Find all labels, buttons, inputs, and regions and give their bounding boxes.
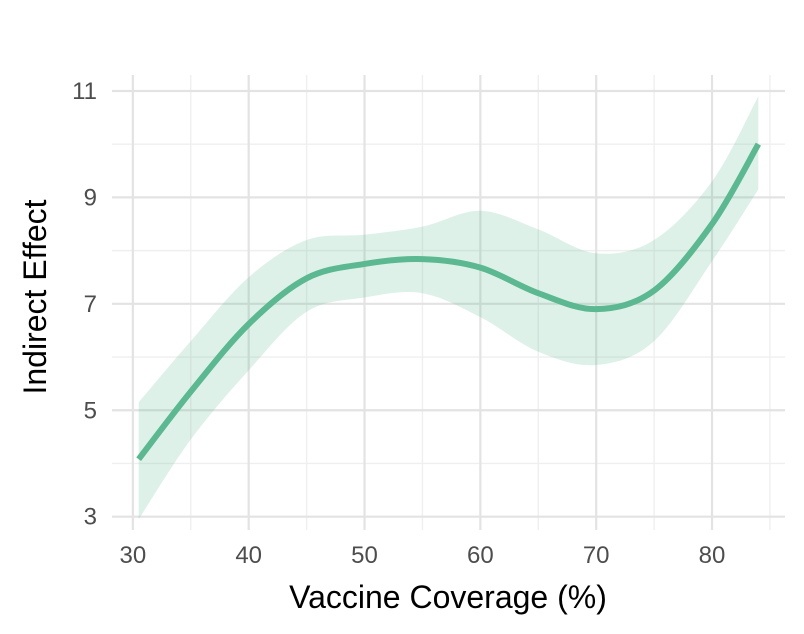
grid xyxy=(112,75,785,530)
confidence-band-layer xyxy=(138,96,759,520)
y-tick-label: 3 xyxy=(84,504,97,531)
x-tick-label: 80 xyxy=(699,542,726,569)
x-axis-ticks: 30 40 50 60 70 80 xyxy=(119,542,725,569)
y-axis-ticks: 3 5 7 9 11 xyxy=(72,78,97,531)
x-axis-title: Vaccine Coverage (%) xyxy=(289,579,607,615)
x-tick-label: 60 xyxy=(467,542,494,569)
y-tick-label: 5 xyxy=(84,397,97,424)
x-tick-label: 50 xyxy=(351,542,378,569)
confidence-band xyxy=(138,96,759,520)
y-tick-label: 9 xyxy=(84,184,97,211)
y-tick-label: 7 xyxy=(84,291,97,318)
x-tick-label: 70 xyxy=(583,542,610,569)
fitted-line xyxy=(136,142,761,462)
y-tick-label: 11 xyxy=(72,78,97,105)
y-axis-title: Indirect Effect xyxy=(17,199,53,394)
series-line-layer xyxy=(136,142,761,462)
x-tick-label: 40 xyxy=(235,542,262,569)
x-tick-label: 30 xyxy=(119,542,146,569)
